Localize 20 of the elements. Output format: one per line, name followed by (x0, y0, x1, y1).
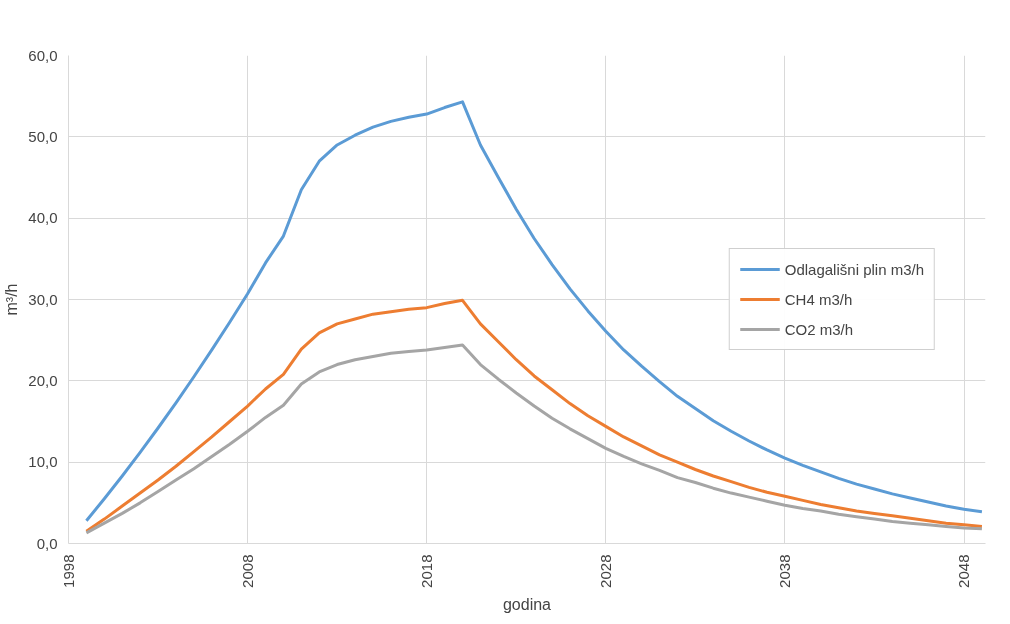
x-tick-label: 2028 (596, 554, 614, 588)
y-tick-label: 50,0 (28, 127, 58, 145)
legend-label: CO2 m3/h (784, 320, 854, 338)
y-tick-label: 40,0 (28, 209, 58, 227)
x-tick-label: 1998 (59, 554, 77, 588)
x-tick-label: 2048 (955, 554, 973, 588)
y-tick-label: 60,0 (28, 46, 58, 64)
x-tick-label: 2008 (238, 554, 256, 588)
y-axis-title: m³/h (3, 283, 21, 316)
line-series (84, 343, 984, 535)
legend-label: Odlagališni plin m3/h (784, 260, 924, 278)
x-tick-label: 2018 (417, 554, 435, 588)
y-tick-label: 30,0 (28, 290, 58, 308)
y-tick-label: 20,0 (28, 371, 58, 389)
x-tick-label: 2038 (775, 554, 793, 588)
y-tick-label: 0,0 (36, 534, 58, 552)
legend-label: CH4 m3/h (784, 290, 853, 308)
line-series (84, 100, 984, 523)
y-tick-label: 10,0 (28, 453, 58, 471)
x-axis-title: godina (502, 595, 552, 613)
